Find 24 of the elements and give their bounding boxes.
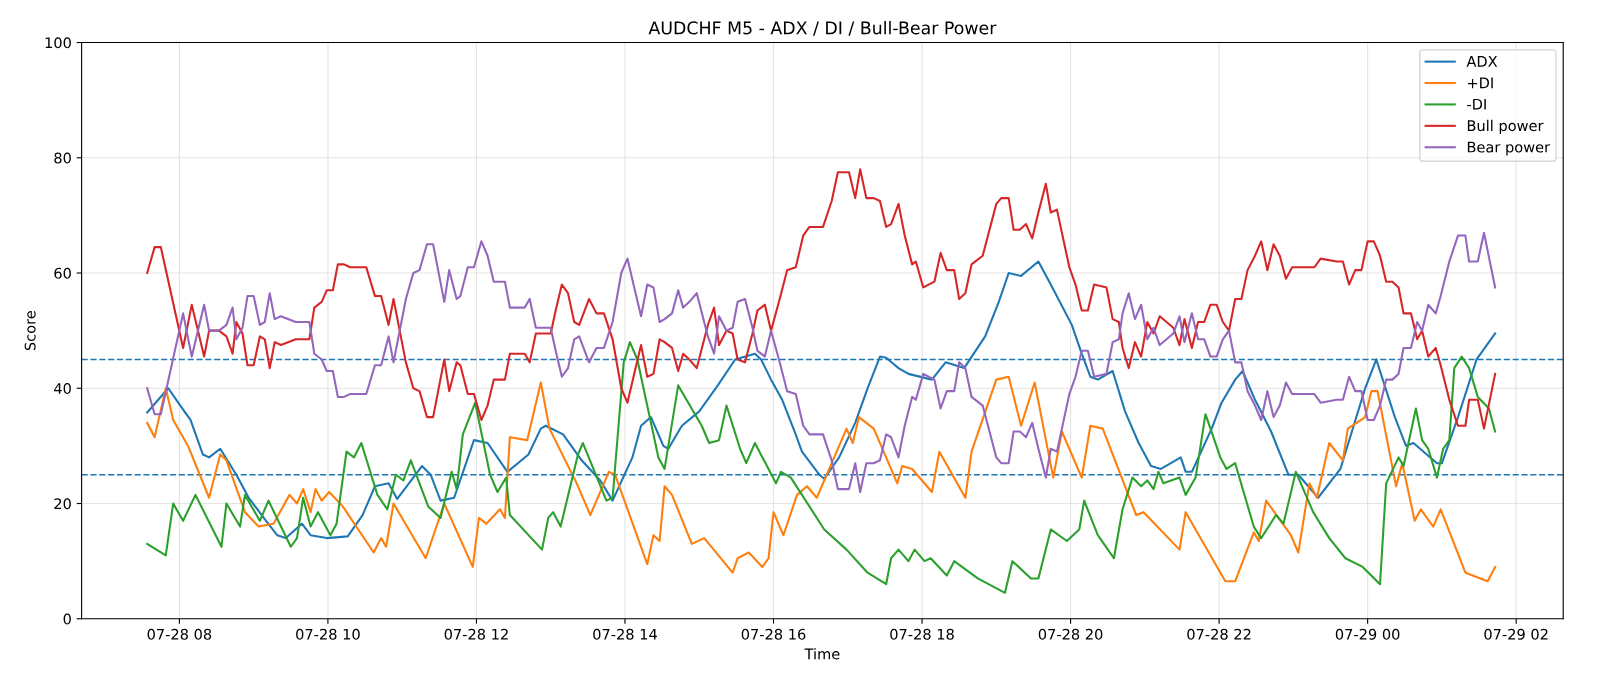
y-tick-label: 40: [54, 382, 71, 395]
x-tick-label: 07-28 22: [1187, 628, 1251, 640]
x-tick-label: 07-28 16: [741, 628, 806, 640]
x-tick-label: 07-28 18: [890, 628, 954, 640]
legend-label: Bull power: [1467, 119, 1544, 134]
legend-label: ADX: [1466, 56, 1498, 67]
x-tick-label: 07-28 14: [593, 628, 657, 640]
y-tick-label: 60: [54, 267, 71, 279]
x-tick-label: 07-28 12: [444, 628, 508, 640]
x-tick-label: 07-28 08: [147, 628, 212, 640]
x-tick-label: 07-28 20: [1038, 628, 1103, 640]
x-tick-label: 07-28 10: [296, 628, 360, 640]
y-tick-label: 80: [54, 152, 71, 164]
y-tick-label: 0: [63, 613, 71, 625]
x-tick-label: 07-29 02: [1484, 628, 1548, 640]
legend-label: +DI: [1468, 77, 1493, 89]
legend-label: Bear power: [1467, 141, 1551, 156]
y-axis-title: Score: [24, 311, 36, 351]
x-axis-title: Time: [804, 648, 840, 660]
legend-label: -DI: [1467, 98, 1486, 110]
y-tick-label: 100: [45, 37, 71, 49]
chart-title: AUDCHF M5 - ADX / DI / Bull-Bear Power: [648, 21, 997, 36]
y-tick-label: 20: [54, 498, 71, 510]
x-tick-label: 07-29 00: [1335, 628, 1400, 640]
